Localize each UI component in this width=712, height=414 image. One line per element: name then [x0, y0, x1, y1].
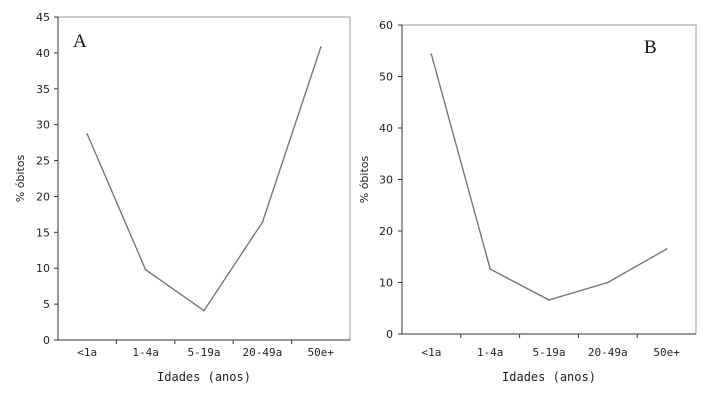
data-point [665, 248, 668, 250]
data-point [86, 133, 89, 135]
y-tick-label: 60 [379, 19, 393, 32]
data-point [548, 299, 550, 301]
y-axis-label: % óbitos [358, 155, 371, 203]
panel-letter: A [73, 31, 87, 52]
panel-letter: B [644, 37, 657, 58]
x-tick-label: 20-49a [588, 346, 628, 359]
x-tick-label: 50e+ [308, 346, 335, 359]
chart-panel-b: 0 10 20 30 40 50 60 <1a 1-4a 5-19a 20-49a 50e+ % óbi… [358, 19, 697, 384]
x-tick-label: 5-19a [187, 346, 220, 359]
y-tick-label: 0 [386, 328, 393, 341]
y-tick-label: 40 [36, 47, 50, 60]
y-tick-label: 15 [36, 226, 50, 239]
x-tick-label: 1-4a [477, 346, 504, 359]
y-tick-label: 0 [43, 334, 50, 347]
x-axis-label: Idades (anos) [157, 370, 251, 384]
x-tick-label: 1-4a [132, 346, 159, 359]
y-tick-label: 30 [36, 119, 50, 132]
y-tick-label: 50 [379, 71, 393, 84]
x-tick-label: <1a [77, 346, 97, 359]
data-point [261, 221, 264, 224]
plot-area [57, 16, 351, 341]
y-tick-label: 35 [36, 83, 50, 96]
y-tick-label: 30 [379, 174, 393, 187]
chart-panel-a: 0 5 10 15 20 25 30 35 40 45 <1a 1-4a 5-19a 20-49a 50e+… [14, 11, 351, 384]
x-tick-label: <1a [421, 346, 441, 359]
y-tick-label: 45 [36, 11, 50, 24]
y-tick-label: 10 [36, 262, 50, 275]
x-tick-label: 50e+ [653, 346, 680, 359]
y-tick-label: 40 [379, 122, 393, 135]
data-point [319, 46, 322, 49]
data-point [144, 268, 147, 271]
data-point [606, 281, 609, 284]
y-tick-label: 25 [36, 155, 50, 168]
y-axis-label: % óbitos [14, 154, 27, 202]
y-tick-label: 20 [36, 190, 50, 203]
data-point [203, 309, 205, 312]
data-point [430, 53, 433, 56]
x-tick-label: 20-49a [243, 346, 283, 359]
y-tick-label: 10 [379, 277, 393, 290]
data-point [489, 268, 492, 271]
x-axis-label: Idades (anos) [502, 370, 596, 384]
x-tick-label: 5-19a [532, 346, 565, 359]
y-tick-label: 5 [43, 298, 50, 311]
plot-area [401, 24, 697, 335]
y-tick-label: 20 [379, 225, 393, 238]
